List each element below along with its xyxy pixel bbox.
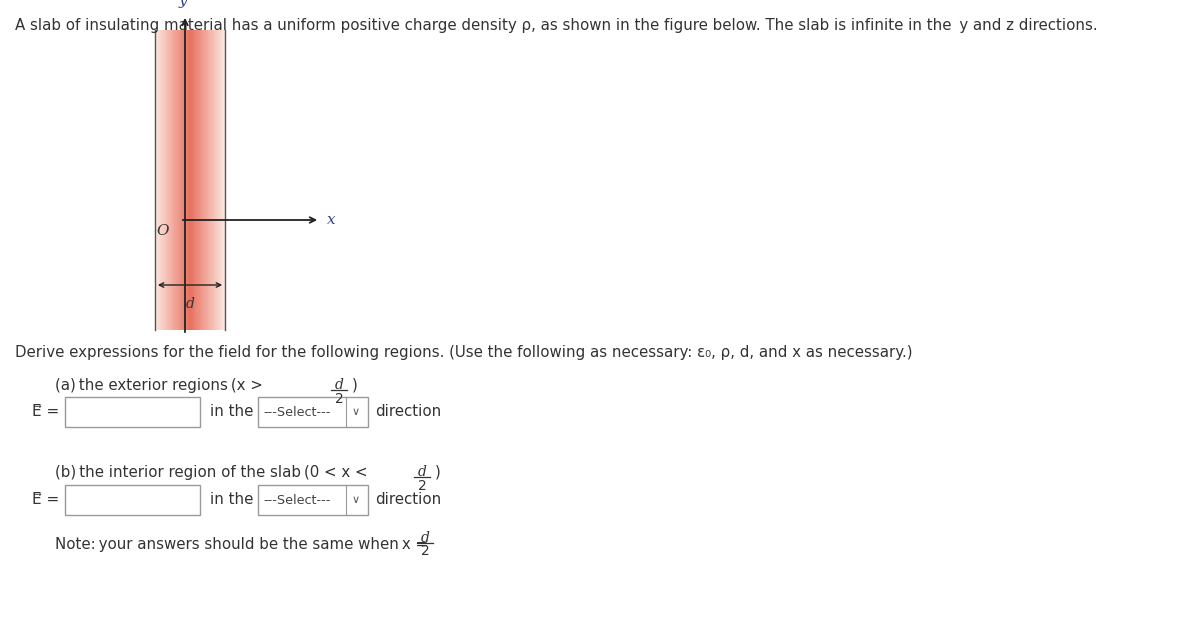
- Text: d: d: [335, 378, 343, 392]
- Text: ∨: ∨: [352, 407, 360, 417]
- Text: in the: in the: [210, 492, 253, 507]
- Text: d: d: [420, 531, 430, 545]
- Bar: [258, 397, 368, 427]
- Text: direction: direction: [374, 492, 442, 507]
- Text: d: d: [186, 297, 194, 311]
- Text: (b) the interior region of the slab (0 < x <: (b) the interior region of the slab (0 <…: [55, 465, 367, 480]
- Text: Derive expressions for the field for the following regions. (Use the following a: Derive expressions for the field for the…: [14, 345, 913, 360]
- Text: Note: your answers should be the same when x =: Note: your answers should be the same wh…: [55, 538, 428, 553]
- Text: ∨: ∨: [352, 495, 360, 505]
- Text: ---Select---: ---Select---: [263, 494, 330, 507]
- Text: E⃗ =: E⃗ =: [32, 492, 59, 507]
- Text: 2: 2: [418, 479, 426, 493]
- Bar: [65, 397, 200, 427]
- Text: E⃗ =: E⃗ =: [32, 404, 59, 420]
- Text: (a) the exterior regions (x >: (a) the exterior regions (x >: [55, 378, 263, 393]
- Text: ---Select---: ---Select---: [263, 406, 330, 418]
- Bar: [258, 485, 368, 515]
- Text: in the: in the: [210, 404, 253, 420]
- Text: direction: direction: [374, 404, 442, 420]
- Text: d: d: [418, 465, 426, 479]
- Text: O: O: [156, 224, 169, 238]
- Text: ): ): [436, 465, 440, 480]
- Text: 2: 2: [421, 544, 430, 558]
- Text: x: x: [326, 213, 336, 227]
- Bar: [65, 485, 200, 515]
- Text: ): ): [352, 377, 358, 392]
- Text: y: y: [179, 0, 187, 8]
- Text: 2: 2: [335, 392, 343, 406]
- Text: A slab of insulating material has a uniform positive charge density ρ, as shown : A slab of insulating material has a unif…: [14, 18, 1098, 33]
